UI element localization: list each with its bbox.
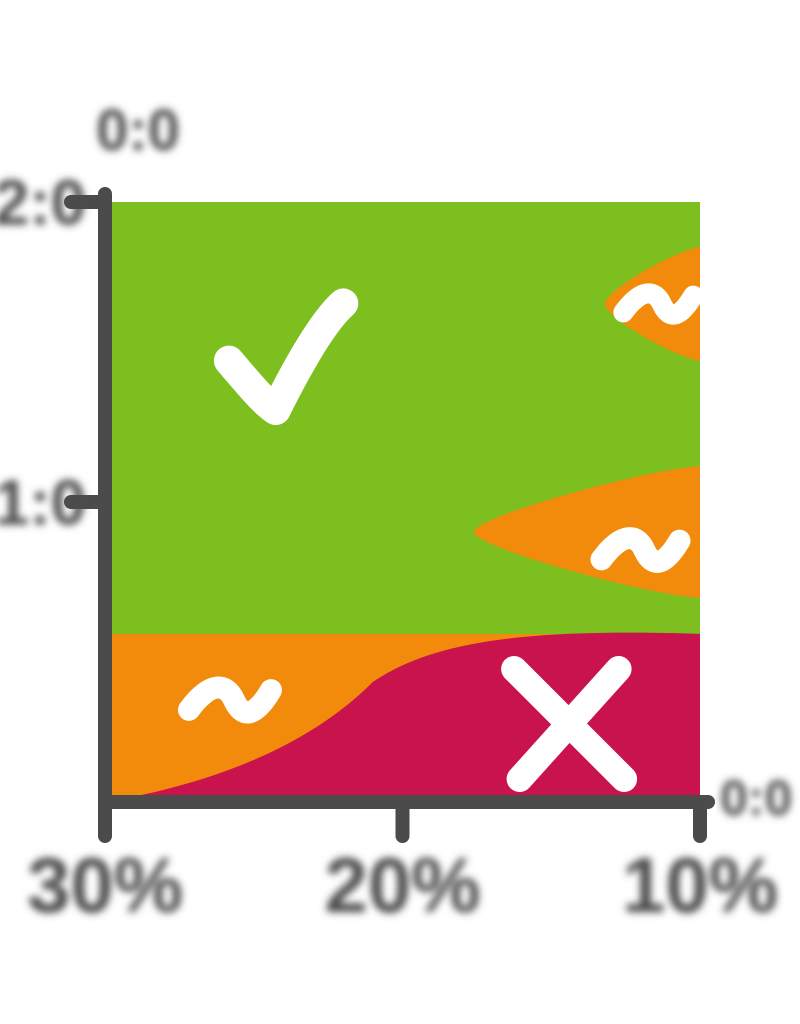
x-tick-label: 30% xyxy=(27,841,183,929)
tilde-icon xyxy=(189,688,271,713)
right-axis-label: 0:0 xyxy=(720,770,792,826)
tilde-icon xyxy=(623,293,693,314)
plot-area xyxy=(105,202,710,804)
region-chart: 1:0 2:0 30% 20% 10% 0:0 0:0 xyxy=(0,0,800,1024)
x-tick-label: 20% xyxy=(324,841,480,929)
y-tick-label: 1:0 xyxy=(0,466,86,538)
y-tick-label: 2:0 xyxy=(0,166,86,238)
y-axis-title: 0:0 xyxy=(96,98,180,163)
x-tick-label: 10% xyxy=(622,841,778,929)
tilde-icon xyxy=(602,538,680,562)
